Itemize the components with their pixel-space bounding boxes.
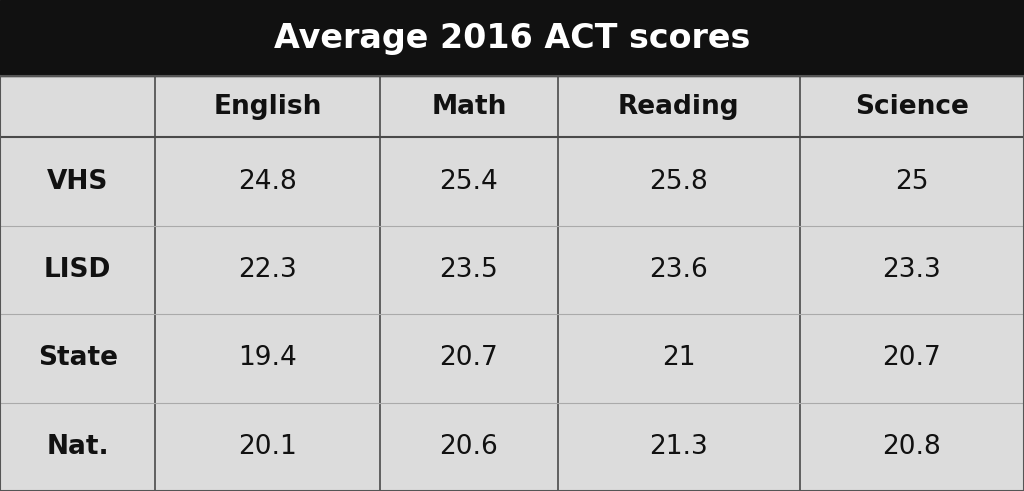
Text: 21.3: 21.3	[649, 434, 709, 460]
Text: 20.7: 20.7	[439, 346, 499, 371]
Text: 23.5: 23.5	[439, 257, 499, 283]
Text: LISD: LISD	[44, 257, 112, 283]
Text: 19.4: 19.4	[239, 346, 297, 371]
Text: 23.6: 23.6	[649, 257, 709, 283]
Text: VHS: VHS	[47, 169, 109, 194]
Text: 25.8: 25.8	[649, 169, 709, 194]
Text: 21: 21	[663, 346, 695, 371]
Text: 23.3: 23.3	[883, 257, 941, 283]
Text: Math: Math	[431, 94, 507, 120]
Text: Average 2016 ACT scores: Average 2016 ACT scores	[273, 22, 751, 55]
Text: State: State	[38, 346, 118, 371]
Bar	[0, 0, 1024, 76]
Text: Nat.: Nat.	[46, 434, 109, 460]
Text: 20.8: 20.8	[883, 434, 941, 460]
Text: English: English	[213, 94, 322, 120]
Text: 20.1: 20.1	[239, 434, 297, 460]
Text: 20.6: 20.6	[439, 434, 499, 460]
Text: Reading: Reading	[618, 94, 739, 120]
Text: 24.8: 24.8	[239, 169, 297, 194]
Text: Science: Science	[855, 94, 969, 120]
Text: 22.3: 22.3	[239, 257, 297, 283]
Text: 20.7: 20.7	[883, 346, 941, 371]
Text: 25.4: 25.4	[439, 169, 499, 194]
Text: 25: 25	[895, 169, 929, 194]
Bar	[0, 76, 1024, 491]
